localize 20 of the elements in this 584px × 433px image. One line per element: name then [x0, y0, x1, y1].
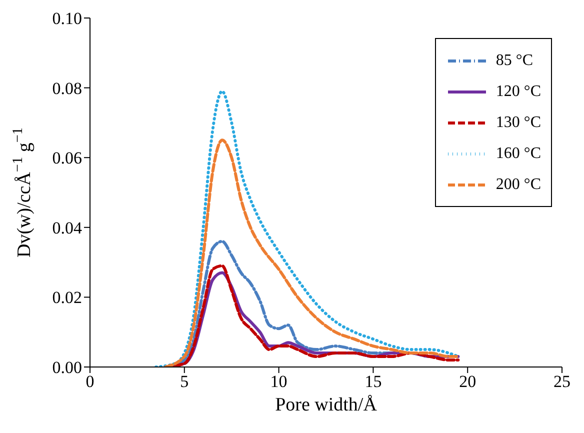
- y-tick-label: 0.10: [52, 9, 82, 28]
- x-tick-label: 5: [180, 372, 189, 392]
- y-tick-label: 0.06: [52, 148, 82, 168]
- x-axis-title: Pore width/Å: [275, 394, 378, 416]
- legend-label: 120 °C: [496, 82, 541, 100]
- y-tick-label: 0.02: [52, 288, 82, 308]
- x-tick-label: 25: [554, 372, 570, 392]
- legend-label: 130 °C: [496, 114, 541, 132]
- y-tick-label: 0.00: [52, 358, 82, 378]
- x-tick-label: 0: [86, 372, 94, 392]
- x-tick-label: 20: [459, 372, 476, 392]
- x-tick-label: 10: [270, 372, 288, 392]
- line-series: [164, 138, 460, 367]
- y-tick-label: 0.08: [52, 78, 82, 98]
- legend-label: 85 °C: [496, 52, 533, 70]
- legend-label: 200 °C: [496, 176, 541, 194]
- y-tick-label: 0.04: [52, 218, 82, 238]
- x-tick-label: 15: [364, 372, 382, 392]
- line-series: [154, 90, 460, 367]
- legend-label: 160 °C: [496, 144, 541, 162]
